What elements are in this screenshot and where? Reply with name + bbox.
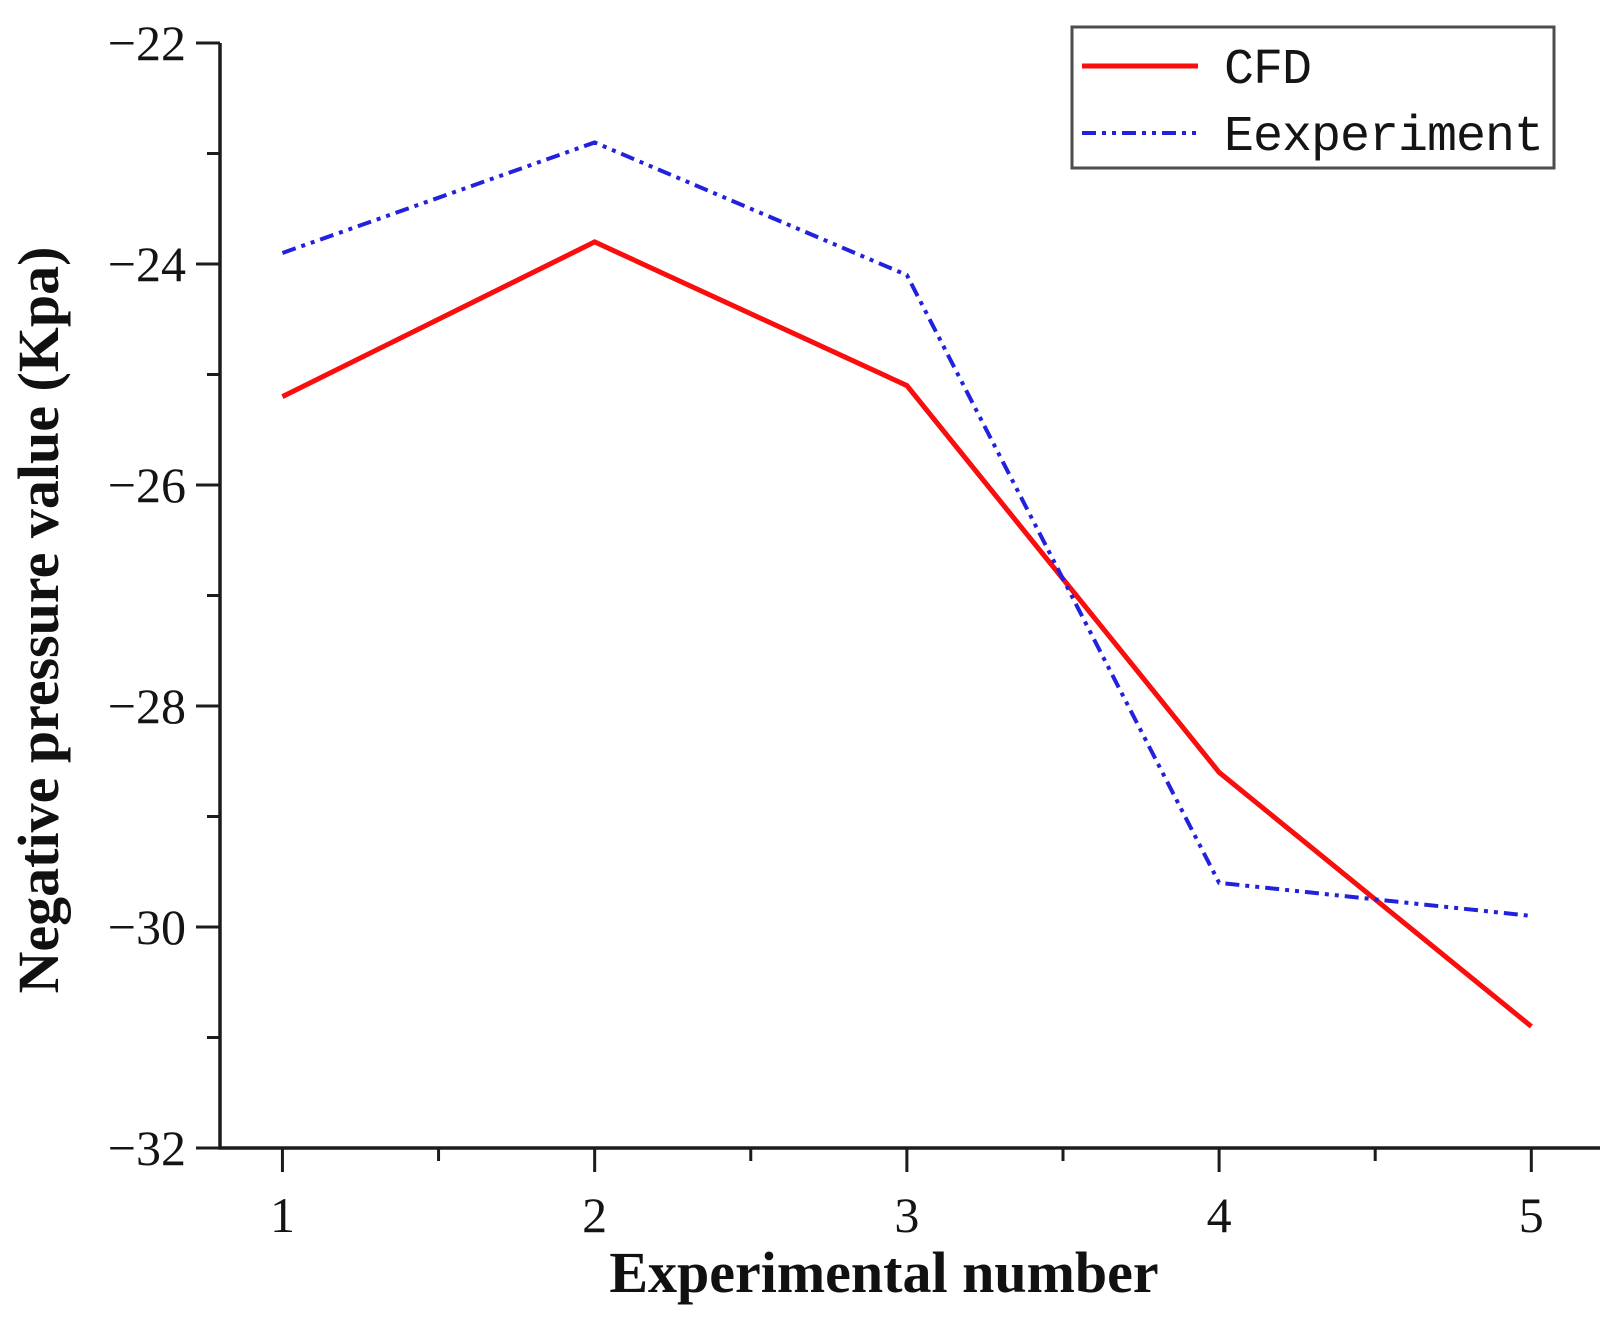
y-tick-label: −32 (108, 1120, 186, 1176)
legend-box (1070, 25, 1556, 170)
legend-entry-label: Eexperiment (1224, 109, 1543, 166)
y-tick-label: −26 (108, 457, 186, 513)
x-axis-title: Experimental number (609, 1240, 1158, 1305)
x-tick-label: 5 (1519, 1187, 1544, 1243)
y-axis-title: Negative pressure value (Kpa) (6, 247, 71, 994)
y-tick-label: −30 (108, 899, 186, 955)
legend-entry-label: CFD (1224, 42, 1311, 99)
x-tick-label: 2 (582, 1187, 607, 1243)
series-line-cfd (281, 239, 1533, 1029)
x-tick-label: 3 (894, 1187, 919, 1243)
data-series (281, 140, 1533, 1029)
axes: −22 −24 −26 −28 −30 −32 1 2 3 4 5 (108, 15, 1600, 1243)
series-line-eexperiment (281, 140, 1532, 918)
y-tick-label: −28 (108, 678, 186, 734)
axis-spines (218, 43, 1600, 1150)
legend: CFD Eexperiment (1070, 25, 1556, 170)
x-tick-label: 4 (1207, 1187, 1232, 1243)
y-tick-label: −24 (108, 236, 186, 292)
y-tick-label: −22 (108, 15, 186, 71)
x-tick-label: 1 (270, 1187, 295, 1243)
